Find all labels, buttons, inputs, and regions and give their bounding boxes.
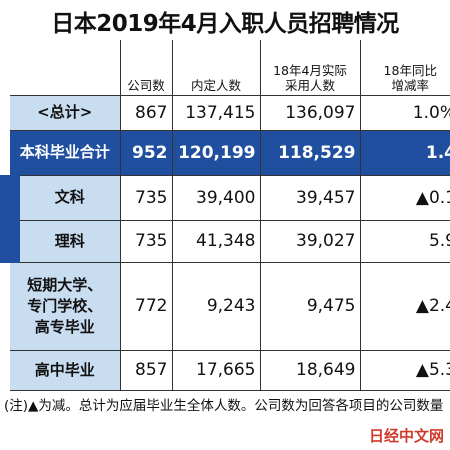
note: (注)▲为减。总计为应届毕业生全体人数。公司数为回答各项目的公司数量 — [4, 398, 444, 414]
header-cell: 18年同比 增减率 — [359, 40, 450, 96]
header-cell: 18年4月实际 采用人数 — [259, 40, 361, 96]
cell: 136,097 — [259, 94, 361, 131]
row-label: <总计> — [10, 94, 121, 131]
cell: ▲5.3 — [359, 349, 450, 391]
cell: 17,665 — [171, 349, 261, 391]
cell-line: 文科 — [54, 188, 85, 206]
cell: ▲0.1 — [359, 174, 450, 221]
cell: 39,027 — [259, 219, 361, 263]
header-cell: 内定人数 — [171, 40, 261, 96]
header-cell — [10, 40, 121, 96]
row-label: 理科 — [0, 219, 121, 263]
cell-line: 18年4月实际 — [273, 62, 347, 78]
cell-line: <总计> — [37, 103, 93, 121]
cell: 9,243 — [171, 261, 261, 351]
cell-line: 短期大学、 — [27, 275, 103, 294]
cell-line: 理科 — [54, 231, 85, 250]
cell: 735 — [119, 219, 173, 263]
cell: 118,529 — [259, 129, 361, 176]
row-label: 本科毕业合计 — [10, 129, 121, 176]
cell: ▲2.4 — [359, 261, 450, 351]
cell-line: 本科毕业合计 — [19, 143, 110, 161]
cell: 1.0% — [359, 94, 450, 131]
cell: 137,415 — [171, 94, 261, 131]
cell-line: 高中毕业 — [34, 360, 95, 379]
cell: 39,457 — [259, 174, 361, 221]
row-label: 短期大学、专门学校、高专毕业 — [10, 261, 121, 351]
cell: 867 — [119, 94, 173, 131]
cell: 9,475 — [259, 261, 361, 351]
row-label: 高中毕业 — [10, 349, 121, 391]
cell-line: 采用人数 — [284, 77, 335, 93]
cell-line: 18年同比 — [383, 62, 437, 78]
cell: 39,400 — [171, 174, 261, 221]
header-row: 公司数 内定人数 18年4月实际 采用人数 18年同比 增减率 — [10, 40, 450, 96]
cell-line: 内定人数 — [190, 77, 241, 93]
row-label: 文科 — [0, 174, 121, 221]
cell: 41,348 — [171, 219, 261, 263]
cell-line: 增减率 — [391, 77, 429, 93]
cell: 1.4 — [359, 129, 450, 176]
cell-line: 公司数 — [127, 77, 165, 93]
cell: 18,649 — [259, 349, 361, 391]
table: 公司数 内定人数 18年4月实际 采用人数 18年同比 增减率 <总计> 867 137,415… — [0, 40, 450, 391]
cell: 5.9 — [359, 219, 450, 263]
title: 日本2019年4月入职人员招聘情况 — [51, 11, 399, 37]
cell: 735 — [119, 174, 173, 221]
cell-line: 高专毕业 — [34, 317, 95, 336]
watermark: 日经中文网 — [368, 425, 444, 446]
cell-line: 专门学校、 — [27, 296, 103, 315]
cell: 952 — [119, 129, 173, 176]
header-cell: 公司数 — [119, 40, 173, 96]
cell: 857 — [119, 349, 173, 391]
cell: 120,199 — [171, 129, 261, 176]
cell: 772 — [119, 261, 173, 351]
